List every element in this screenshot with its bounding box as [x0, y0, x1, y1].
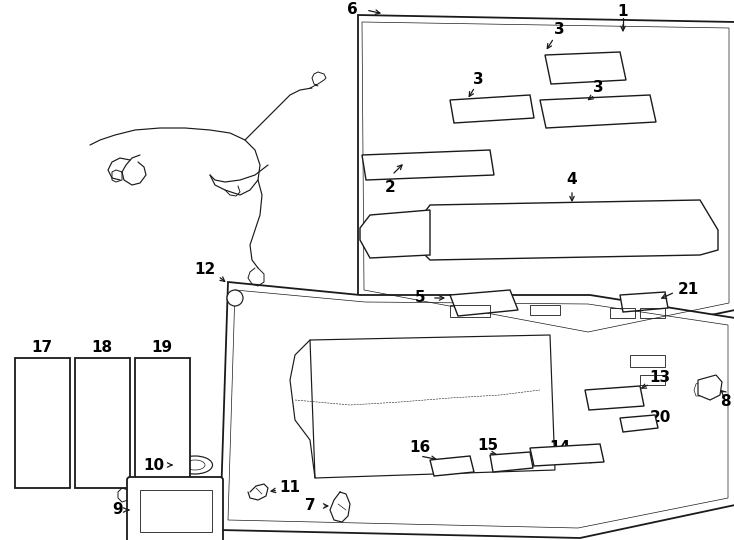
Bar — [87, 406, 103, 411]
Text: 13: 13 — [650, 370, 671, 386]
Bar — [630, 355, 665, 367]
FancyBboxPatch shape — [127, 477, 223, 540]
Bar — [640, 375, 665, 385]
Ellipse shape — [634, 298, 650, 306]
Polygon shape — [450, 95, 534, 123]
Polygon shape — [360, 210, 430, 258]
Text: 9: 9 — [113, 503, 123, 517]
Bar — [135, 358, 190, 488]
Bar — [87, 432, 117, 442]
Polygon shape — [490, 452, 533, 472]
Polygon shape — [358, 15, 734, 340]
Bar — [143, 428, 181, 446]
Bar — [450, 305, 490, 317]
Bar — [27, 432, 57, 442]
Bar — [85, 380, 107, 388]
Polygon shape — [540, 95, 656, 128]
Polygon shape — [585, 386, 644, 410]
Bar — [140, 490, 212, 532]
Text: 5: 5 — [415, 291, 425, 306]
Text: 6: 6 — [346, 3, 357, 17]
Text: 2: 2 — [385, 180, 396, 195]
Bar — [530, 305, 560, 315]
Polygon shape — [545, 52, 626, 84]
Polygon shape — [450, 290, 518, 316]
Text: 15: 15 — [477, 438, 498, 454]
Bar — [25, 380, 47, 388]
Polygon shape — [620, 292, 668, 312]
Text: 4: 4 — [567, 172, 578, 187]
Circle shape — [227, 290, 243, 306]
Bar — [27, 406, 43, 411]
Text: 18: 18 — [92, 341, 112, 355]
Polygon shape — [620, 415, 658, 432]
Text: 21: 21 — [677, 282, 699, 298]
Text: 8: 8 — [720, 395, 730, 409]
Polygon shape — [362, 150, 494, 180]
Bar — [15, 358, 70, 488]
Polygon shape — [415, 200, 718, 260]
Text: 3: 3 — [473, 72, 483, 87]
Text: 3: 3 — [553, 23, 564, 37]
Ellipse shape — [178, 456, 213, 474]
Polygon shape — [430, 456, 474, 476]
Bar — [640, 308, 665, 318]
Text: 20: 20 — [650, 410, 671, 426]
Polygon shape — [530, 444, 604, 466]
Text: 17: 17 — [32, 341, 53, 355]
Polygon shape — [220, 282, 734, 538]
Bar — [83, 428, 121, 446]
Bar — [610, 308, 635, 318]
Text: 14: 14 — [550, 441, 570, 456]
Text: 1: 1 — [618, 4, 628, 19]
Text: 16: 16 — [410, 441, 431, 456]
Text: 3: 3 — [592, 80, 603, 96]
Text: 19: 19 — [151, 341, 172, 355]
Text: 12: 12 — [195, 262, 216, 278]
Text: 7: 7 — [305, 498, 316, 514]
Bar — [147, 432, 177, 442]
Text: 10: 10 — [143, 457, 164, 472]
Text: 11: 11 — [280, 481, 300, 496]
Polygon shape — [698, 375, 722, 400]
Bar — [147, 406, 163, 411]
Bar — [145, 380, 167, 388]
Bar — [23, 428, 61, 446]
Bar — [75, 358, 130, 488]
